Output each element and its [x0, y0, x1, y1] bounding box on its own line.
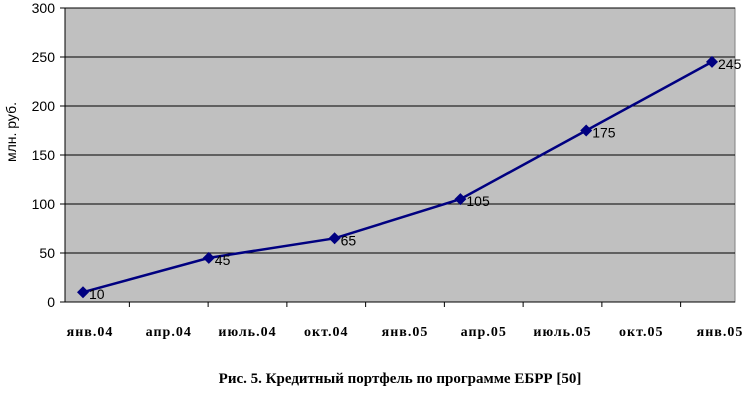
- caption: Рис. 5. Кредитный портфель по программе …: [219, 371, 582, 387]
- series-line: [82, 60, 713, 294]
- data-label: 175: [592, 125, 616, 141]
- y-tick-label: 300: [32, 0, 56, 16]
- x-tick-label: апр.04: [146, 325, 192, 340]
- data-label: 45: [215, 252, 231, 268]
- x-tick-label: апр.05: [461, 325, 507, 340]
- x-tick-label: янв.05: [697, 325, 744, 340]
- y-tick-label: 250: [32, 49, 56, 65]
- marker: [77, 286, 89, 299]
- y-tick-label: 100: [32, 196, 56, 212]
- marker: [202, 251, 215, 264]
- x-tick-label: окт.04: [304, 325, 348, 340]
- y-tick-label: 0: [47, 294, 55, 310]
- x-tick-label: июль.04: [218, 325, 276, 340]
- y-tick-label: 200: [32, 98, 56, 114]
- marker: [706, 55, 718, 68]
- marker: [328, 232, 341, 245]
- x-tick-label: окт.05: [619, 325, 663, 340]
- data-label: 245: [718, 56, 742, 72]
- marker: [580, 124, 593, 137]
- x-tick-label: янв.04: [67, 325, 114, 340]
- data-label: 65: [341, 232, 357, 248]
- data-label: 10: [89, 286, 105, 302]
- marker: [454, 193, 467, 206]
- y-axis-label: млн. руб.: [3, 102, 19, 162]
- x-tick-label: июль.05: [533, 325, 591, 340]
- y-tick-label: 50: [39, 245, 55, 261]
- x-tick-label: янв.05: [382, 325, 429, 340]
- data-label: 105: [466, 193, 490, 209]
- y-tick-label: 150: [32, 147, 56, 163]
